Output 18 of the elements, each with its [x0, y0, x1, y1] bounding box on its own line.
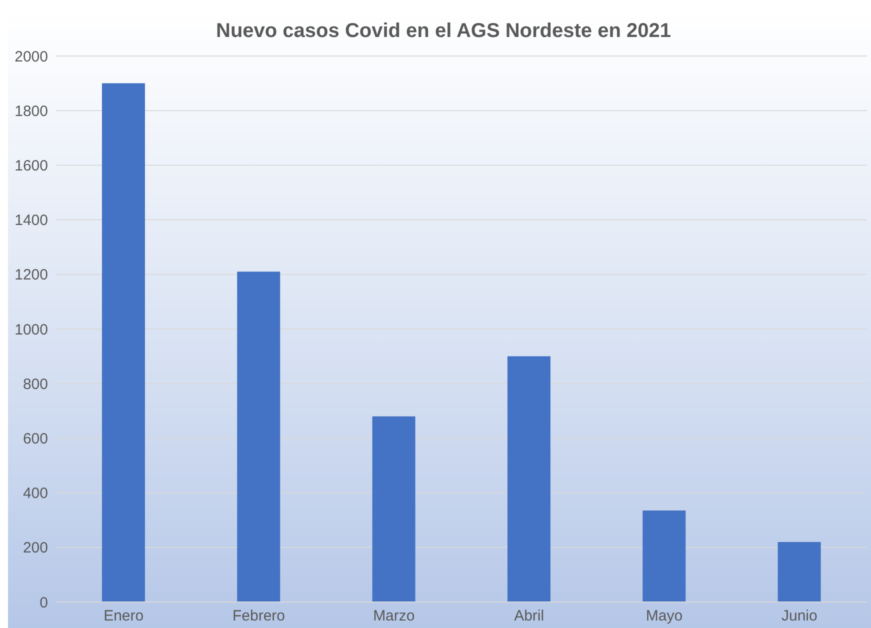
- y-tick-label: 1200: [14, 266, 48, 284]
- x-tick-label: Enero: [104, 608, 144, 625]
- x-tick-label: Junio: [781, 608, 818, 625]
- y-tick-label: 2000: [14, 48, 48, 66]
- y-tick-label: 0: [40, 594, 48, 612]
- x-tick-label: Mayo: [646, 608, 683, 625]
- y-tick-label: 400: [22, 485, 48, 502]
- y-tick-label: 200: [22, 540, 48, 557]
- y-tick-label: 600: [22, 430, 48, 448]
- y-tick-label: 1600: [14, 158, 48, 175]
- x-tick-label: Marzo: [373, 608, 415, 625]
- chart-title: Nuevo casos Covid en el AGS Nordeste en 2021: [215, 20, 672, 43]
- y-tick-label: 1400: [14, 212, 48, 230]
- y-tick-label: 1000: [14, 321, 48, 338]
- y-tick-label: 1800: [14, 102, 48, 120]
- x-tick-label: Abril: [514, 608, 544, 625]
- x-tick-label: Febrero: [232, 608, 286, 625]
- y-tick-label: 800: [22, 376, 48, 393]
